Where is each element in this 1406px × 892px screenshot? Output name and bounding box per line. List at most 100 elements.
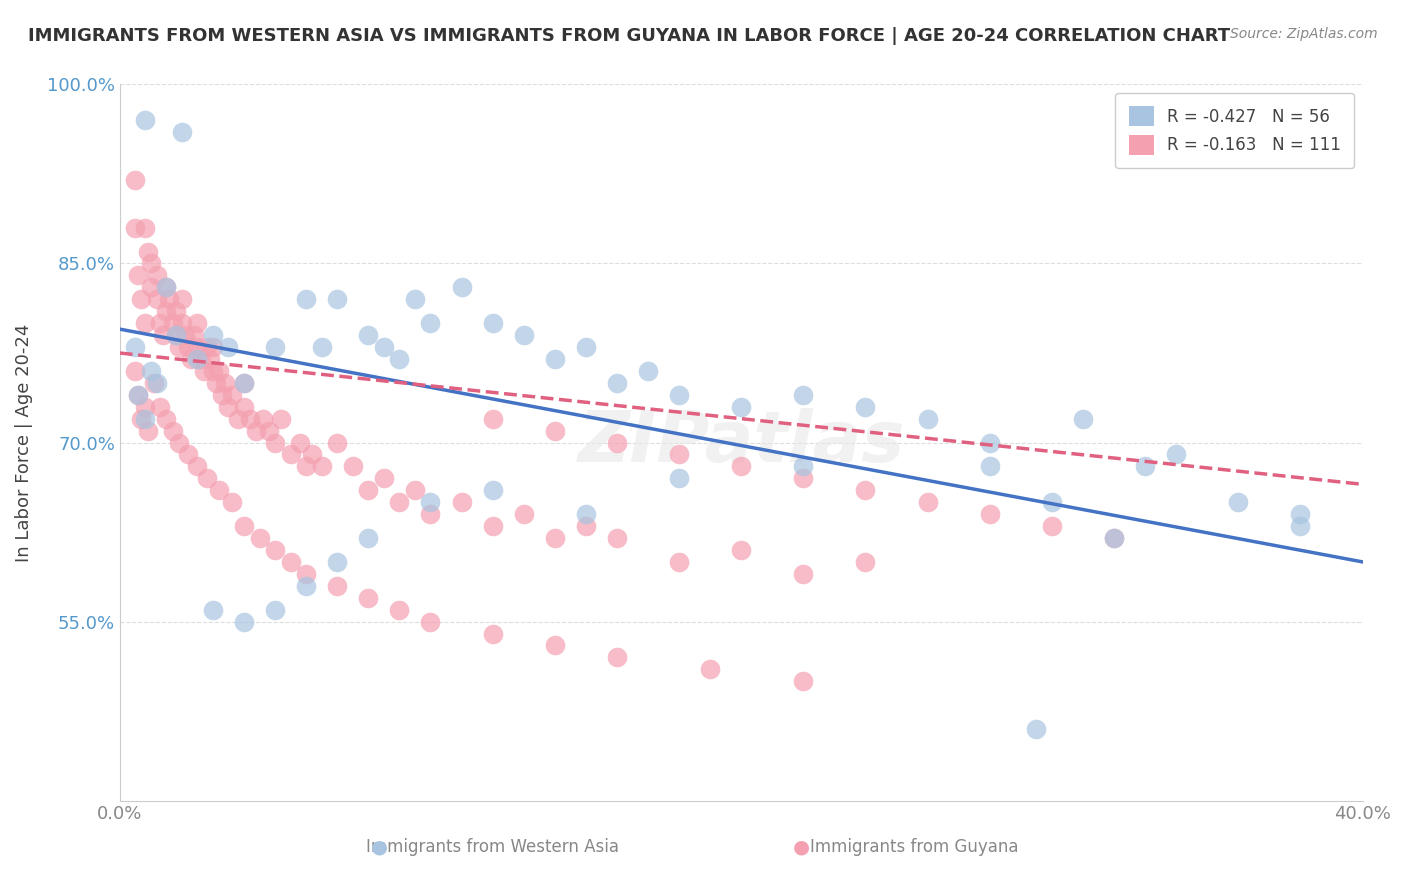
Text: ZIPatlas: ZIPatlas <box>578 408 905 477</box>
Point <box>979 435 1001 450</box>
Point <box>218 340 240 354</box>
Point <box>139 280 162 294</box>
Point <box>544 424 567 438</box>
Point <box>146 293 169 307</box>
Point <box>162 316 184 330</box>
Point <box>146 268 169 283</box>
Point <box>606 650 628 665</box>
Point <box>357 483 380 498</box>
Point <box>211 388 233 402</box>
Point <box>264 602 287 616</box>
Point <box>162 424 184 438</box>
Point <box>270 411 292 425</box>
Point <box>221 495 243 509</box>
Point <box>177 447 200 461</box>
Point <box>606 435 628 450</box>
Point <box>280 447 302 461</box>
Point <box>311 459 333 474</box>
Point <box>1102 531 1125 545</box>
Point <box>208 364 231 378</box>
Point <box>668 447 690 461</box>
Point <box>979 459 1001 474</box>
Point <box>326 293 349 307</box>
Point <box>419 316 441 330</box>
Point <box>124 340 146 354</box>
Text: Source: ZipAtlas.com: Source: ZipAtlas.com <box>1230 27 1378 41</box>
Point <box>917 495 939 509</box>
Point <box>149 316 172 330</box>
Point <box>792 674 814 689</box>
Point <box>214 376 236 390</box>
Point <box>127 388 149 402</box>
Point <box>233 400 256 414</box>
Point <box>388 495 411 509</box>
Point <box>252 411 274 425</box>
Point <box>149 400 172 414</box>
Point <box>264 435 287 450</box>
Point <box>1133 459 1156 474</box>
Point <box>174 328 197 343</box>
Point <box>186 316 208 330</box>
Point <box>357 591 380 605</box>
Point <box>1025 722 1047 736</box>
Point <box>170 316 193 330</box>
Point <box>295 293 318 307</box>
Point <box>233 615 256 629</box>
Point <box>792 471 814 485</box>
Point <box>177 340 200 354</box>
Point <box>481 316 503 330</box>
Point <box>131 411 153 425</box>
Point <box>134 113 156 128</box>
Text: IMMIGRANTS FROM WESTERN ASIA VS IMMIGRANTS FROM GUYANA IN LABOR FORCE | AGE 20-2: IMMIGRANTS FROM WESTERN ASIA VS IMMIGRAN… <box>28 27 1230 45</box>
Legend: R = -0.427   N = 56, R = -0.163   N = 111: R = -0.427 N = 56, R = -0.163 N = 111 <box>1115 93 1354 169</box>
Point <box>855 555 877 569</box>
Point <box>1289 519 1312 533</box>
Point <box>190 351 212 366</box>
Point <box>195 340 218 354</box>
Point <box>295 566 318 581</box>
Point <box>730 543 752 558</box>
Point <box>637 364 659 378</box>
Point <box>481 519 503 533</box>
Point <box>481 411 503 425</box>
Point <box>131 293 153 307</box>
Point <box>195 471 218 485</box>
Point <box>180 351 202 366</box>
Point <box>136 424 159 438</box>
Point <box>855 483 877 498</box>
Point <box>124 220 146 235</box>
Point <box>668 471 690 485</box>
Point <box>450 495 472 509</box>
Point <box>792 566 814 581</box>
Point <box>357 328 380 343</box>
Point <box>326 579 349 593</box>
Point <box>233 519 256 533</box>
Point <box>127 268 149 283</box>
Point <box>1289 507 1312 521</box>
Point <box>917 411 939 425</box>
Point <box>326 435 349 450</box>
Point <box>183 328 205 343</box>
Point <box>792 388 814 402</box>
Point <box>311 340 333 354</box>
Point <box>264 543 287 558</box>
Point <box>730 459 752 474</box>
Point <box>544 351 567 366</box>
Point <box>167 435 190 450</box>
Point <box>1227 495 1250 509</box>
Point <box>124 364 146 378</box>
Point <box>245 424 267 438</box>
Point <box>419 495 441 509</box>
Point <box>170 125 193 139</box>
Point <box>233 376 256 390</box>
Point <box>1040 495 1063 509</box>
Point <box>201 340 224 354</box>
Point <box>167 340 190 354</box>
Point <box>218 400 240 414</box>
Point <box>606 376 628 390</box>
Point <box>201 364 224 378</box>
Point <box>373 471 395 485</box>
Point <box>512 507 534 521</box>
Point <box>152 328 174 343</box>
Point <box>1166 447 1188 461</box>
